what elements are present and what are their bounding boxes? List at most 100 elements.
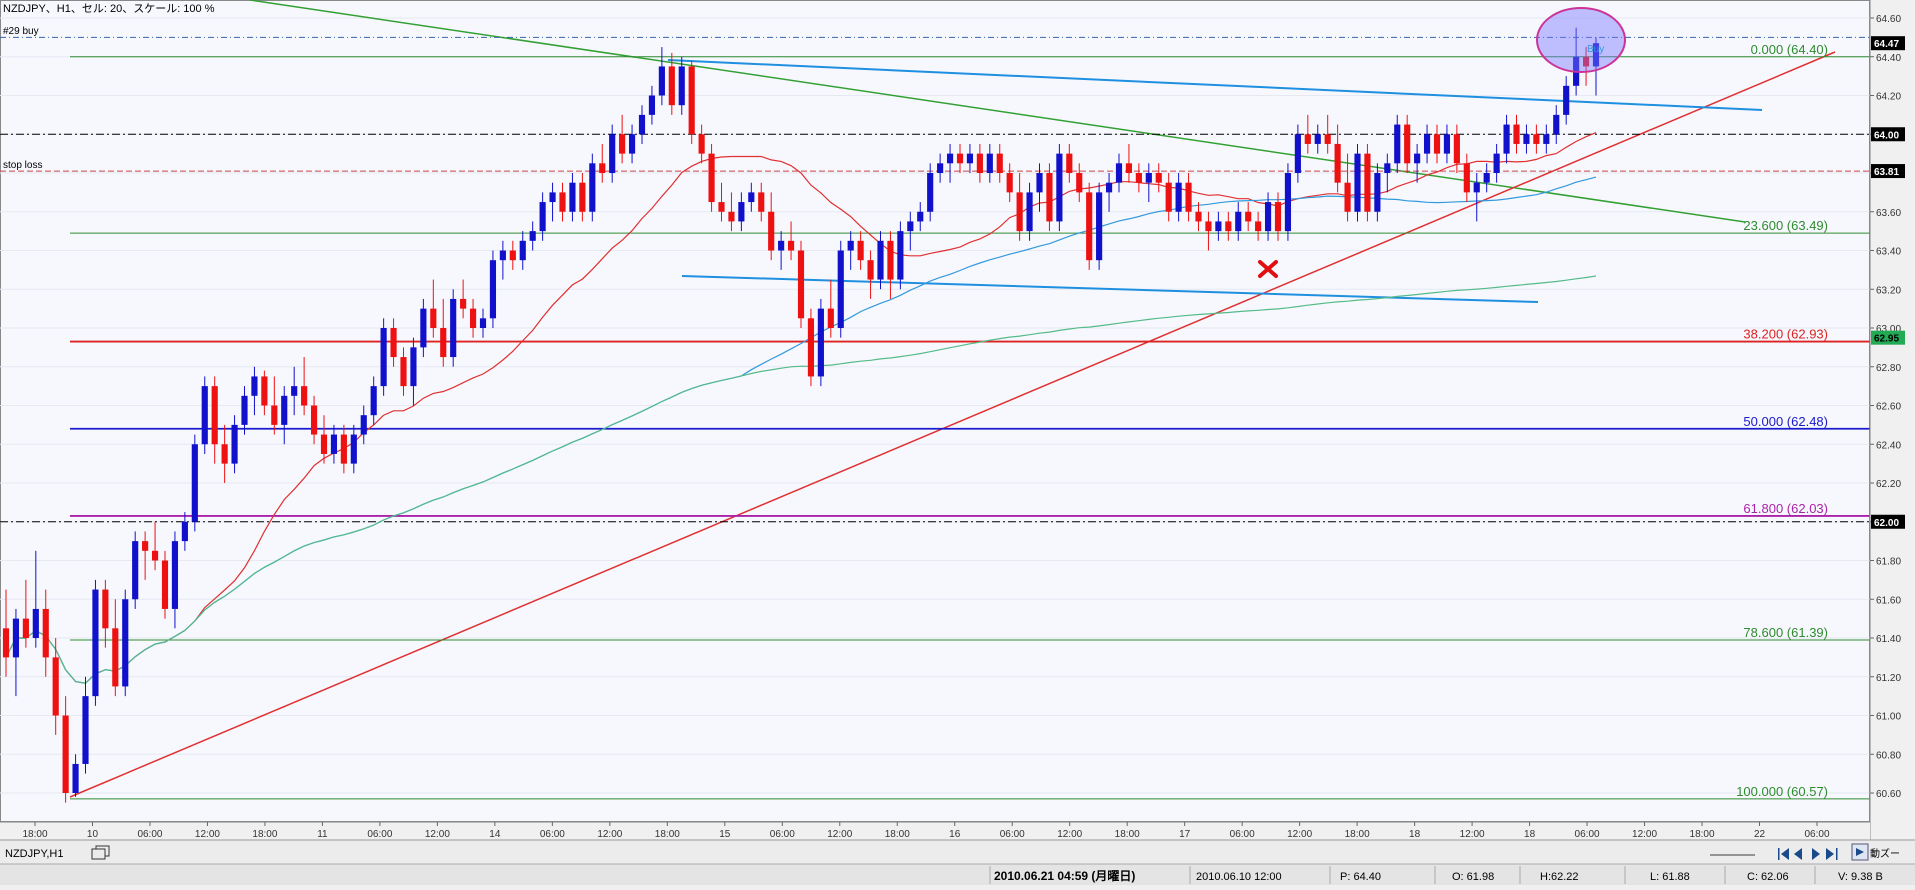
time-axis-bg [0, 822, 1870, 840]
status-close: C: 62.06 [1747, 871, 1789, 883]
candle-body-34 [340, 434, 347, 464]
fib-label-3: 50.000 (62.48) [1743, 414, 1828, 429]
ma-short [5, 132, 1597, 684]
candle-body-83 [827, 308, 834, 328]
candle-body-103 [1026, 192, 1033, 232]
fib-label-2: 38.200 (62.93) [1743, 327, 1828, 342]
zoom-label[interactable]: 動ズー [1870, 847, 1900, 860]
time-tick-label-1: 10 [87, 829, 99, 840]
candle-body-134 [1334, 143, 1341, 183]
candle-body-53 [529, 231, 536, 241]
candle-body-20 [201, 386, 208, 445]
candle-body-144 [1433, 134, 1441, 154]
candle-body-52 [519, 240, 526, 261]
candle-body-33 [330, 434, 338, 454]
candle-body-25 [251, 376, 258, 396]
tab-nzdjpy-h1[interactable]: NZDJPY,H1 [5, 848, 63, 860]
time-tick-label-3: 12:00 [195, 829, 220, 840]
candle-body-89 [887, 240, 894, 280]
candle-body-136 [1354, 153, 1361, 212]
fibonacci-levels: 0.000 (64.40) 23.600 (63.49) 38.200 (62.93… [70, 42, 1870, 800]
candle-body-58 [579, 182, 586, 212]
time-tick-label-31: 06:00 [1804, 829, 1829, 840]
window-icon[interactable] [91, 845, 110, 860]
nav-next-icon[interactable] [1812, 848, 1820, 860]
candle-body-27 [271, 405, 278, 425]
nav-last-icon[interactable] [1826, 848, 1838, 860]
price-tick-label-9: 62.80 [1876, 363, 1901, 374]
price-tag-3: 62.95 [1874, 334, 1899, 345]
candle-body-100 [996, 153, 1003, 173]
candle-body-7 [72, 763, 79, 793]
price-tag-bg-0 [1871, 36, 1905, 51]
candle-body-65 [648, 95, 656, 115]
candle-body-120 [1195, 211, 1202, 222]
price-tick-label-11: 62.40 [1876, 440, 1901, 451]
time-tick-label-6: 06:00 [367, 829, 392, 840]
trend-lines [69, 0, 1836, 798]
candle-body-85 [847, 240, 854, 251]
time-axis[interactable]: 18:00 10 06:00 12:00 18:00 11 06:00 12:00 14 06:0… [0, 821, 1870, 840]
candle-body-21 [211, 386, 218, 445]
time-tick-label-0: 18:00 [22, 829, 47, 840]
price-tick-label-2: 64.20 [1876, 92, 1901, 103]
candle-body-59 [589, 163, 596, 212]
candle-body-80 [797, 250, 805, 319]
time-tick-label-14: 12:00 [827, 829, 852, 840]
candle-body-63 [628, 134, 636, 154]
candle-body-159 [1582, 56, 1590, 67]
candle-body-1 [12, 618, 20, 658]
price-tags: 64.47 64.00 63.81 62.95 62.00 [1871, 36, 1905, 529]
price-tick-label-1: 64.40 [1876, 53, 1901, 64]
candle-body-131 [1304, 134, 1311, 144]
chart-title: NZDJPY、H1、セル: 20、スケール: 100 % [3, 2, 215, 15]
candle-body-125 [1245, 211, 1252, 222]
candle-body-60 [599, 163, 606, 173]
time-tick-label-12: 15 [719, 829, 731, 840]
time-tick-label-22: 12:00 [1287, 829, 1312, 840]
nav-first-icon[interactable] [1778, 848, 1789, 860]
time-tick-label-29: 18:00 [1690, 829, 1715, 840]
candle-body-2 [22, 618, 29, 638]
candle-body-110 [1096, 192, 1103, 261]
candle-body-145 [1443, 134, 1451, 154]
candle-body-36 [360, 415, 367, 435]
price-tick-label-0: 64.60 [1876, 14, 1901, 25]
candle-body-69 [688, 66, 695, 135]
candle-body-24 [241, 395, 248, 425]
time-tick-label-11: 18:00 [655, 829, 680, 840]
candle-body-29 [291, 386, 298, 396]
time-tick-label-5: 11 [317, 829, 328, 840]
candle-body-47 [469, 308, 477, 328]
candle-body-4 [42, 608, 49, 658]
status-volume: V: 9.38 B [1838, 871, 1883, 883]
candle-body-5 [52, 657, 59, 716]
price-tick-label-15: 61.60 [1876, 595, 1901, 606]
candle-body-75 [748, 192, 755, 203]
price-tick-label-8: 63.00 [1876, 324, 1901, 335]
candle-body-92 [917, 211, 924, 222]
time-tick-label-15: 18:00 [885, 829, 910, 840]
candle-body-62 [619, 134, 626, 154]
time-tick-label-23: 18:00 [1345, 829, 1370, 840]
candle-body-126 [1255, 221, 1262, 232]
nav-prev-icon[interactable] [1794, 848, 1802, 860]
candle-body-50 [499, 250, 506, 261]
time-tick-label-10: 12:00 [597, 829, 622, 840]
candle-body-102 [1016, 192, 1023, 232]
candle-body-149 [1483, 173, 1490, 183]
price-axis[interactable]: 64.6064.4064.2064.0063.8063.6063.4063.20… [1869, 0, 1915, 840]
candle-body-114 [1135, 173, 1142, 183]
price-tick-label-6: 63.40 [1876, 247, 1901, 258]
candle-body-116 [1155, 173, 1162, 183]
price-tick-label-16: 61.40 [1876, 634, 1901, 645]
candle-body-104 [1036, 173, 1043, 193]
candle-body-119 [1185, 182, 1192, 212]
auto-scroll-icon[interactable] [1851, 843, 1869, 861]
candle-body-45 [450, 298, 457, 358]
status-bar-time: 2010.06.10 12:00 [1196, 871, 1282, 883]
candle-body-17 [171, 541, 179, 609]
candle-body-124 [1235, 211, 1242, 232]
highlight-circle [1536, 7, 1626, 73]
